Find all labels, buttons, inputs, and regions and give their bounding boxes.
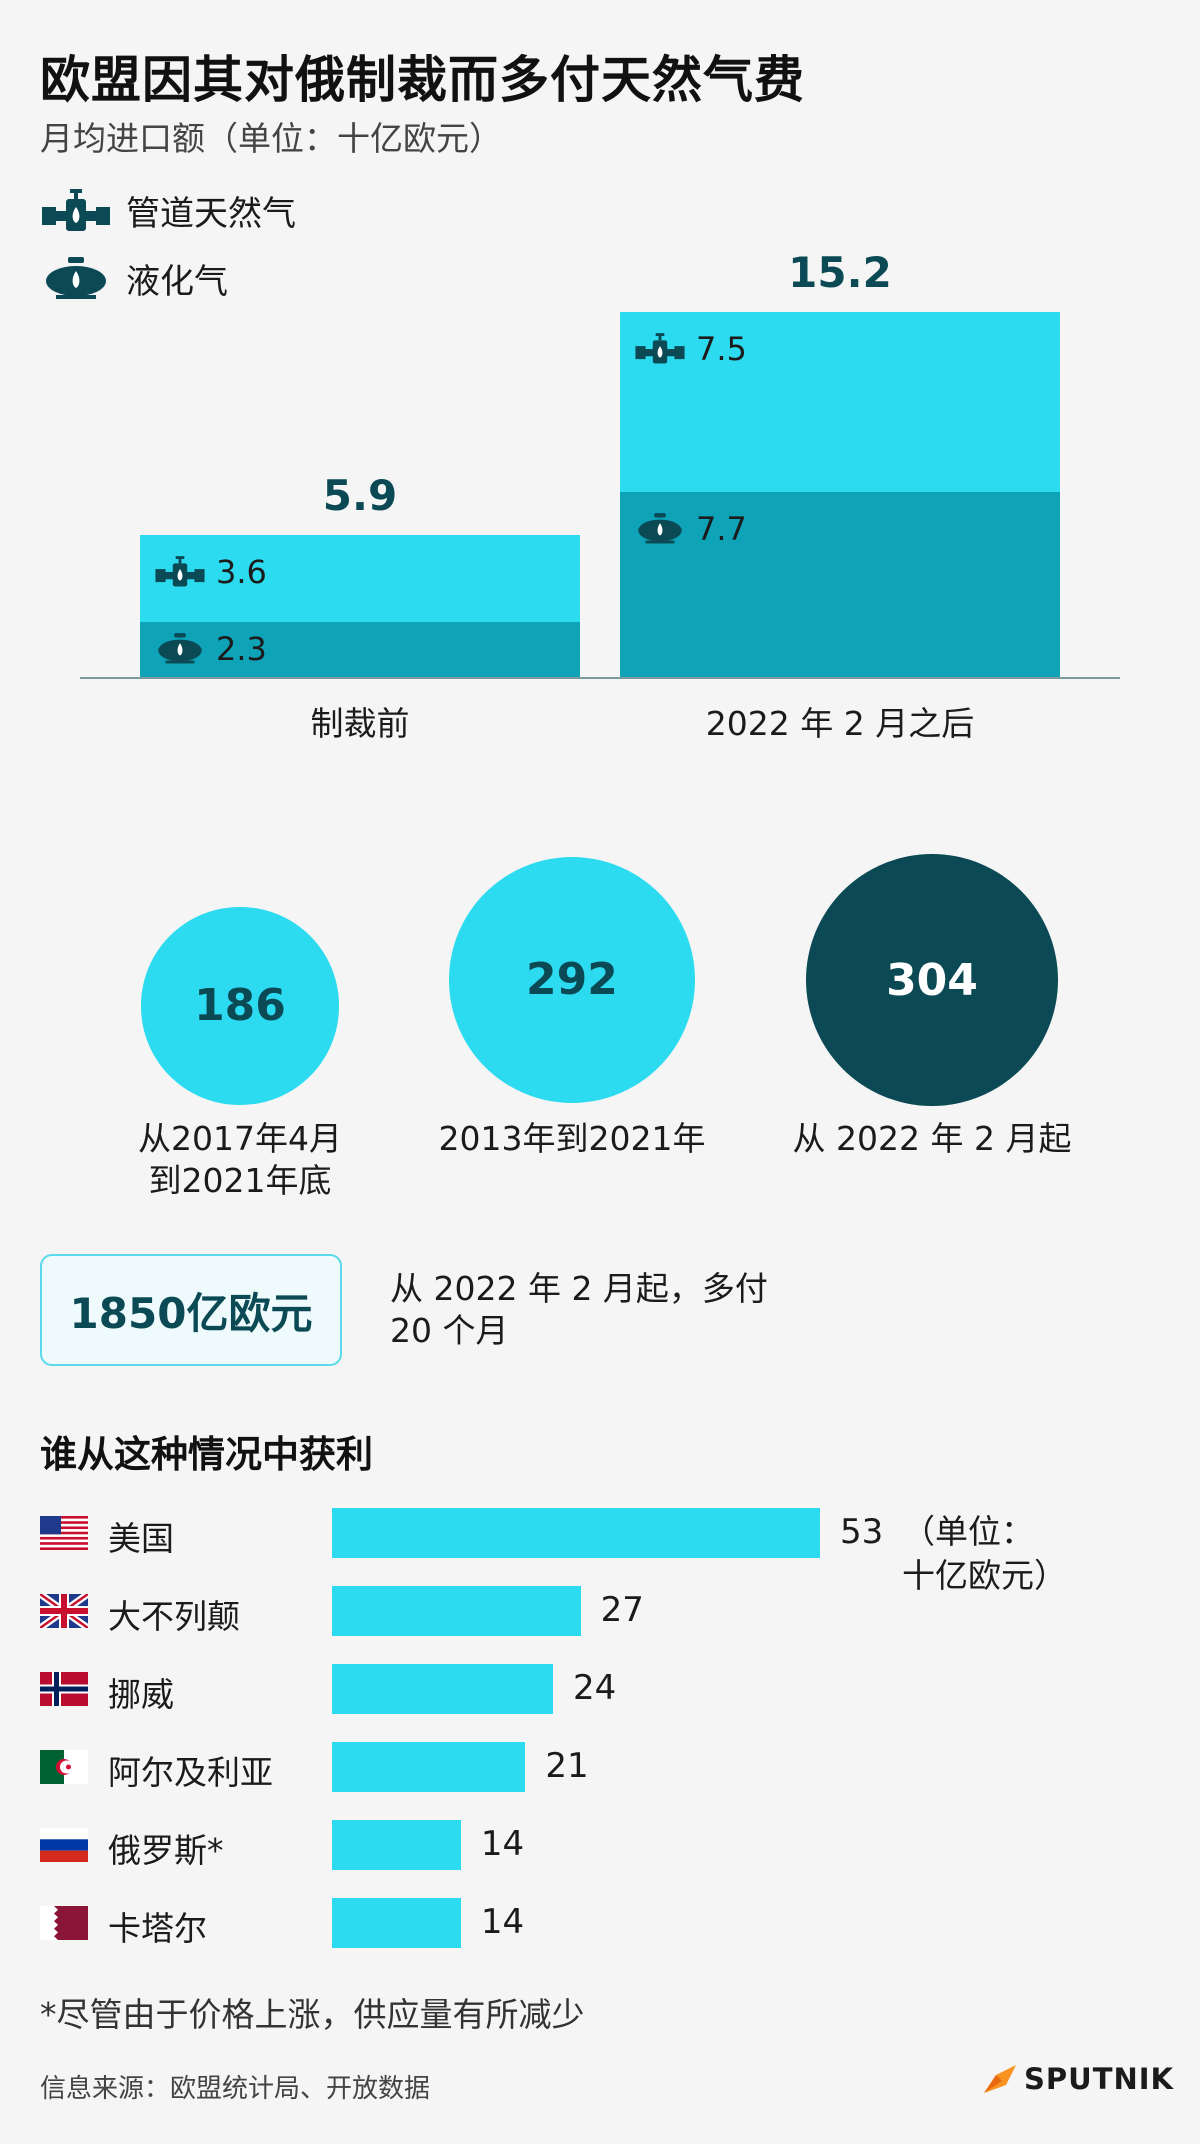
legend-pipeline: 管道天然气 [40,186,296,235]
chart-baseline [80,677,1120,679]
sputnik-logo-text: SPUTNIK [1024,2062,1175,2096]
country-bar [332,1898,461,1948]
segment-label-pipeline: 3.6 [154,553,267,591]
country-value: 14 [480,1902,525,1942]
x-category-label: 2022 年 2 月之后 [705,704,975,743]
bar-segment-lng: 2.3 [140,621,580,677]
segment-value-pipeline: 7.5 [696,330,747,368]
beneficiaries-title: 谁从这种情况中获利 [40,1433,373,1476]
bar-segment-lng: 7.7 [620,492,1060,677]
bubble-caption-line: 从2017年4月 [138,1119,342,1158]
unit-note: （单位： 十亿欧元） [902,1510,1067,1598]
bubble-caption: 2013年到2021年 [392,1118,752,1160]
x-category-label: 制裁前 [310,704,410,743]
country-bar [332,1742,526,1792]
segment-label-lng: 2.3 [154,630,267,668]
page-subtitle: 月均进口额（单位：十亿欧元） [40,119,502,158]
legend-lng-label: 液化气 [126,262,228,302]
gas-pipeline-icon [634,331,686,367]
bubble-value: 186 [194,980,286,1032]
legend-lng: 液化气 [40,254,228,303]
bar-segment-pipeline: 3.6 [140,535,580,622]
segment-label-lng: 7.7 [634,510,747,548]
gas-pipeline-icon [42,188,110,231]
country-value: 53 [840,1512,884,1552]
algeria-flag-icon [40,1750,88,1784]
bubble: 304 [806,854,1058,1106]
norway-flag-icon [40,1672,88,1706]
country-row: 阿尔及利亚 21 [40,1742,1160,1792]
country-name: 挪威 [108,1675,174,1714]
unit-note-line-1: （单位： [902,1512,1034,1551]
bubble: 292 [448,856,696,1104]
country-bar [332,1664,553,1714]
country-value: 14 [480,1824,525,1864]
bubble-chart: 186 从2017年4月 到2021年底 292 2013年到2021年 304 从 202… [0,800,1200,1220]
page-title: 欧盟因其对俄制裁而多付天然气费 [40,51,805,109]
country-value: 27 [600,1590,644,1630]
bubble: 186 [141,907,339,1105]
total-desc-line-2: 20 个月 [390,1311,509,1350]
us-flag-icon [40,1516,88,1550]
country-row: 卡塔尔 14 [40,1898,1160,1948]
unit-note-line-2: 十亿欧元） [902,1556,1067,1595]
country-value: 21 [545,1746,589,1786]
source-note: 信息来源：欧盟统计局、开放数据 [40,2074,431,2104]
bubble-value: 304 [886,954,978,1006]
country-name: 卡塔尔 [108,1909,207,1948]
total-desc-line-1: 从 2022 年 2 月起，多付 [390,1269,768,1308]
bubble-value: 292 [526,954,618,1006]
bar-total-label: 5.9 [322,471,398,521]
bar-segment-pipeline: 7.5 [620,312,1060,493]
segment-value-lng: 7.7 [696,510,747,549]
bubble-caption-line: 到2021年底 [148,1161,332,1200]
uk-flag-icon [40,1594,88,1628]
segment-value-lng: 2.3 [216,629,267,668]
country-bar [332,1820,461,1870]
total-overpayment-desc: 从 2022 年 2 月起，多付 20 个月 [390,1268,768,1352]
bar-total-label: 15.2 [788,248,892,297]
sputnik-logo: SPUTNIK [982,2062,1174,2096]
total-overpayment-badge: 1850亿欧元 [40,1254,342,1366]
bubble-caption-line: 从 2022 年 2 月起 [792,1119,1072,1158]
segment-value-pipeline: 3.6 [216,553,267,592]
segment-label-pipeline: 7.5 [634,330,747,368]
russia-flag-icon [40,1828,88,1862]
country-bar [332,1586,581,1636]
bubble-caption: 从 2022 年 2 月起 [752,1118,1112,1160]
bubble-caption-line: 2013年到2021年 [438,1119,706,1158]
stacked-bar-chart: 2.3 3.6 5.9 制裁前 7.7 7.5 15.2 2022 年 2 月之后 [0,0,1200,760]
lng-tank-icon [634,511,686,547]
country-row: 挪威 24 [40,1664,1160,1714]
country-name: 美国 [108,1519,174,1558]
sputnik-logo-icon [984,2065,1016,2093]
country-bar [332,1508,820,1558]
country-row: 俄罗斯* 14 [40,1820,1160,1870]
gas-pipeline-icon [154,554,206,590]
country-value: 24 [572,1668,617,1708]
country-name: 俄罗斯* [108,1831,224,1870]
qatar-flag-icon [40,1906,88,1940]
lng-tank-icon [46,256,106,299]
country-name: 阿尔及利亚 [108,1753,273,1792]
legend-pipeline-label: 管道天然气 [126,194,296,234]
bubble-caption: 从2017年4月 到2021年底 [60,1118,420,1202]
footnote: *尽管由于价格上涨，供应量有所减少 [40,1995,585,2034]
country-name: 大不列颠 [108,1597,240,1636]
lng-tank-icon [154,631,206,667]
